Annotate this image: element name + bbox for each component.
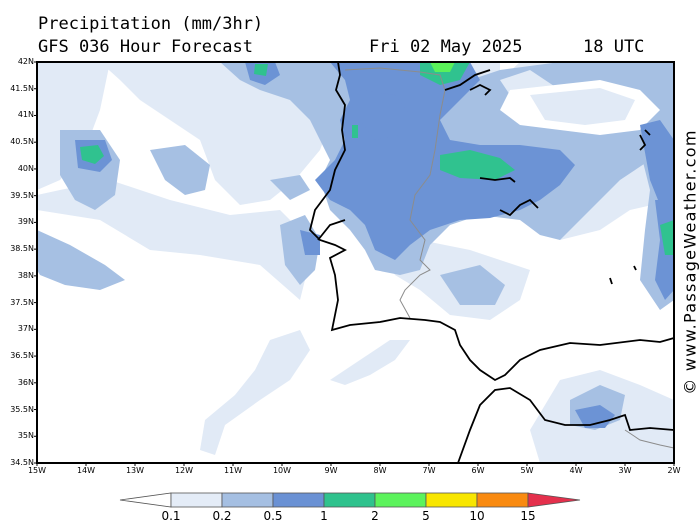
- lat-label: 41.5N: [10, 83, 34, 93]
- lat-label: 40N: [17, 163, 34, 173]
- lon-label: 12W: [174, 466, 194, 475]
- lon-label: 13W: [125, 466, 145, 475]
- colorbar-label: 0.1: [161, 509, 181, 523]
- lon-label: 3W: [618, 466, 632, 475]
- map-frame: [36, 61, 675, 464]
- colorbar-low-arrow: [119, 492, 172, 508]
- lat-label: 37.5N: [10, 297, 34, 307]
- lat-label: 39.5N: [10, 190, 34, 200]
- colorbar-label: 1: [320, 509, 328, 523]
- lat-label: 41N: [17, 110, 34, 120]
- precip-level-2: [430, 62, 455, 72]
- country-borders: [344, 67, 675, 449]
- coastlines: [309, 61, 675, 464]
- colorbar-label: 5: [422, 509, 430, 523]
- lat-label: 39N: [17, 217, 34, 227]
- forecast-date: Fri 02 May 2025: [369, 37, 523, 57]
- lat-label: 37N: [17, 324, 34, 334]
- lon-label: 4W: [569, 466, 583, 475]
- axis-ticks: [34, 61, 675, 466]
- lon-label: 14W: [76, 466, 96, 475]
- colorbar-high-arrow: [527, 492, 581, 508]
- precip-level-1: [80, 62, 674, 255]
- colorbar-label: 0.2: [212, 509, 232, 523]
- lon-label: 8W: [373, 466, 387, 475]
- colorbar-label: 0.5: [263, 509, 283, 523]
- watermark-text: © www.PassageWeather.com: [680, 129, 700, 395]
- lon-label: 5W: [520, 466, 534, 475]
- forecast-time: 18 UTC: [583, 37, 645, 57]
- lat-label: 34.5N: [10, 458, 34, 467]
- lon-label: 15W: [27, 466, 47, 475]
- colorbar-label: 15: [520, 509, 536, 523]
- lat-label: 42N: [17, 57, 34, 66]
- chart-title: Precipitation (mm/3hr): [38, 14, 264, 34]
- lon-label: 10W: [272, 466, 292, 475]
- lon-label: 2W: [667, 466, 681, 475]
- lon-label: 7W: [422, 466, 436, 475]
- lat-label: 36.5N: [10, 351, 34, 361]
- lat-label: 35N: [17, 431, 34, 441]
- lat-label: 38N: [17, 270, 34, 280]
- lat-label: 35.5N: [10, 404, 34, 414]
- lat-label: 36N: [17, 377, 34, 387]
- lon-label: 6W: [471, 466, 485, 475]
- lat-label: 40.5N: [10, 137, 34, 147]
- forecast-subtitle: GFS 036 Hour Forecast: [38, 37, 253, 57]
- lon-label: 11W: [223, 466, 243, 475]
- lat-label: 38.5N: [10, 244, 34, 254]
- colorbar-label: 2: [371, 509, 379, 523]
- colorbar-label: 10: [469, 509, 485, 523]
- lon-label: 9W: [324, 466, 338, 475]
- colorbar: [119, 492, 581, 508]
- precip-field: [37, 62, 674, 463]
